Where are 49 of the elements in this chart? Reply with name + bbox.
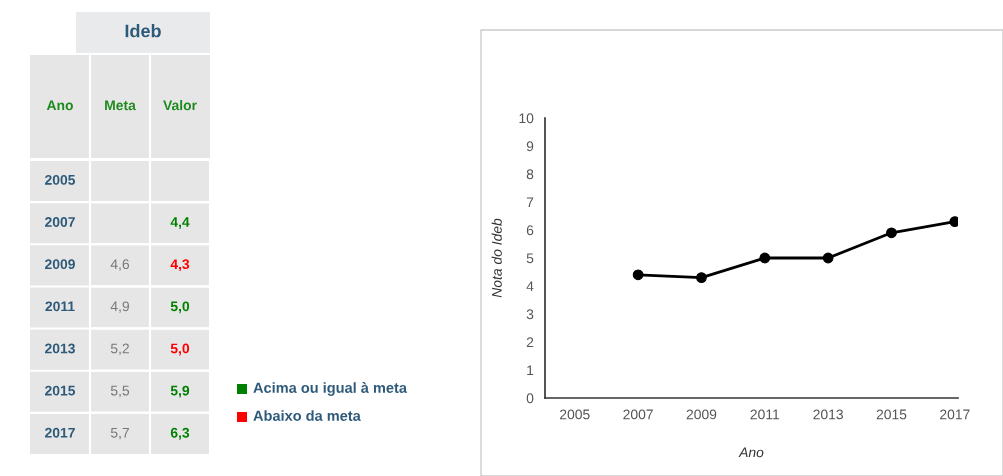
y-tick-label: 2017 (45, 427, 75, 438)
y-tick-label: 3 (526, 309, 534, 320)
point (632, 269, 644, 281)
data-label: 5,9 (170, 385, 190, 398)
y-tick-label: 9 (526, 141, 534, 152)
data-label: 4,6 (110, 259, 130, 271)
x-tick-label: 2009 (686, 409, 717, 420)
data-label: 4,9 (110, 301, 129, 313)
y-tick-label: 7 (526, 197, 534, 208)
point (759, 252, 771, 264)
y-tick-label: 10 (519, 113, 534, 124)
data-label: 5,0 (170, 301, 190, 314)
x-tick-label: 2005 (560, 409, 590, 420)
y-tick-label: 2007 (45, 217, 75, 227)
y-tick-label: 2009 (45, 259, 75, 270)
data-label: 5,7 (110, 427, 129, 440)
x-tick-label: 2007 (623, 409, 653, 420)
data-label: 6,3 (170, 427, 190, 440)
x-tick-label: Valor (163, 100, 197, 111)
y-tick-label: 6 (526, 225, 534, 236)
y-tick-label: 0 (526, 393, 534, 404)
x-axis-title: Ano (738, 447, 764, 458)
y-axis-title: Nota do Ideb (491, 218, 502, 298)
x-tick-label: 2013 (813, 409, 843, 420)
point (696, 272, 707, 283)
data-label: 5,0 (170, 343, 190, 356)
point (822, 252, 834, 264)
y-tick-label: 2005 (45, 174, 76, 185)
x-tick-label: 2015 (876, 409, 907, 420)
y-tick-label: 2015 (45, 385, 76, 396)
data-label: 5,2 (110, 343, 129, 356)
x-tick-label: 2017 (940, 409, 970, 420)
y-tick-label: 2 (526, 337, 534, 348)
point (886, 227, 897, 239)
y-tick-label: 4 (526, 281, 534, 292)
data-label: 4,3 (170, 259, 190, 272)
chart-title: Ideb (125, 24, 161, 38)
y-tick-label: 8 (526, 169, 534, 180)
data-label: 4,4 (170, 217, 190, 229)
y-tick-label: 2011 (45, 301, 75, 312)
data-label: 5,5 (110, 385, 130, 398)
y-axis-title: Ano (46, 100, 73, 111)
y-tick-label: 5 (526, 253, 534, 264)
x-tick-label: 2011 (750, 409, 780, 420)
y-tick-label: 2013 (45, 343, 75, 354)
y-tick-label: 1 (527, 365, 534, 376)
x-tick-label: Meta (105, 100, 136, 111)
text: Abaixo da meta (253, 410, 361, 421)
text: Acima ou igual à meta (253, 382, 408, 396)
